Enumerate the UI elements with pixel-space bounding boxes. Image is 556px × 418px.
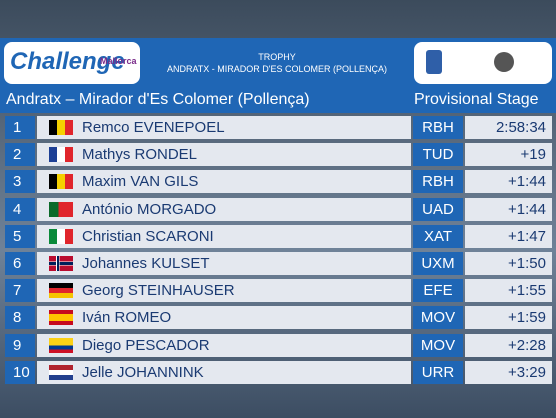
rider-name: Maxim VAN GILS xyxy=(82,173,199,191)
team: XAT xyxy=(413,224,463,248)
stage-name: Andratx – Mirador d'Es Colomer (Pollença… xyxy=(6,91,310,108)
time: 2:58:34 xyxy=(465,116,552,139)
rider-cell xyxy=(37,170,411,194)
rank: 5 xyxy=(5,224,35,248)
time: +1:44 xyxy=(465,170,552,194)
logo-text: Challenge xyxy=(10,48,125,75)
status: Provisional Stage xyxy=(414,91,539,108)
team: TUD xyxy=(413,143,463,167)
rider-name: Christian SCARONI xyxy=(82,227,214,245)
team: RBH xyxy=(413,170,463,194)
flag xyxy=(49,201,73,217)
rider-name: Johannes KULSET xyxy=(82,255,210,272)
time: +1:55 xyxy=(465,279,552,303)
flag xyxy=(49,174,73,190)
flag xyxy=(49,228,73,244)
rider-cell xyxy=(37,360,411,384)
rider-cell xyxy=(37,306,411,330)
rider-name: Mathys RONDEL xyxy=(82,146,198,164)
title: ANDRATX - MIRADOR D'ES COLOMER (POLLENÇA… xyxy=(166,64,388,74)
flag xyxy=(49,283,73,299)
rider-name: Iván ROMEO xyxy=(82,309,172,327)
rank: 1 xyxy=(5,116,35,139)
rider-name: Jelle JOHANNINK xyxy=(82,363,204,381)
logo-box: Challenge Mallorca xyxy=(4,42,140,84)
time: +1:47 xyxy=(465,224,552,248)
rank: 3 xyxy=(5,170,35,194)
kicker: TROPHY xyxy=(258,52,296,62)
rank: 8 xyxy=(5,306,35,330)
rank: 6 xyxy=(5,252,35,275)
time: +19 xyxy=(465,143,552,167)
time: +1:50 xyxy=(465,252,552,275)
rider-cell xyxy=(37,143,411,167)
flag xyxy=(49,120,73,135)
rider-cell xyxy=(37,197,411,221)
flag xyxy=(49,310,73,326)
rider-cell xyxy=(37,224,411,248)
rider-cell xyxy=(37,116,411,139)
team: URR xyxy=(413,360,463,384)
team: UXM xyxy=(413,252,463,275)
rank: 2 xyxy=(5,143,35,167)
logo-sub: Mallorca xyxy=(100,56,137,66)
team: MOV xyxy=(413,306,463,330)
rank: 10 xyxy=(5,360,35,384)
rider-cell xyxy=(37,252,411,275)
rider-name: António MORGADO xyxy=(82,200,217,218)
rider-cell xyxy=(37,279,411,303)
team: RBH xyxy=(413,116,463,139)
time: +2:28 xyxy=(465,333,552,357)
team: UAD xyxy=(413,197,463,221)
flag xyxy=(49,364,73,380)
rider-name: Diego PESCADOR xyxy=(82,336,210,354)
sponsor-box xyxy=(414,42,552,84)
flag xyxy=(49,147,73,163)
flag xyxy=(49,256,73,271)
team: EFE xyxy=(413,279,463,303)
crest xyxy=(494,52,514,72)
rank: 7 xyxy=(5,279,35,303)
crest xyxy=(426,50,442,74)
subheader-bar xyxy=(0,88,556,113)
team: MOV xyxy=(413,333,463,357)
time: +1:44 xyxy=(465,197,552,221)
rider-name: Remco EVENEPOEL xyxy=(82,119,225,136)
time: +3:29 xyxy=(465,360,552,384)
rider-name: Georg STEINHAUSER xyxy=(82,282,235,300)
flag xyxy=(49,337,73,353)
rider-cell xyxy=(37,333,411,357)
rank: 4 xyxy=(5,197,35,221)
time: +1:59 xyxy=(465,306,552,330)
rank: 9 xyxy=(5,333,35,357)
